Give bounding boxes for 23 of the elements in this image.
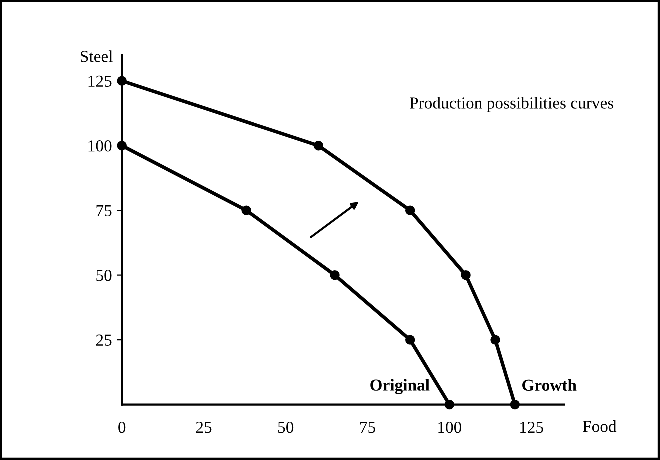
x-tick-label: 75 [360,422,376,434]
x-axis-title: Food [583,420,617,432]
point [242,206,252,216]
point [314,140,324,151]
y-tick-label: 125 [88,76,112,88]
y-tick-label: 100 [88,140,112,152]
point [405,335,416,345]
x-tick-label: 0 [118,422,126,434]
point [461,270,471,280]
series-label: Growth [522,379,577,392]
point [330,270,340,280]
x-tick-label: 100 [438,422,462,434]
point [405,206,416,216]
y-tick-label: 50 [96,270,112,282]
x-tick-label: 125 [520,422,544,434]
annotation: Production possibilities curves [410,97,614,112]
series-label: Original [370,379,430,394]
point [490,335,500,345]
y-tick-label: 75 [96,205,112,217]
y-tick-label: 25 [96,334,112,346]
y-axis-title: Steel [81,50,113,62]
x-tick-label: 50 [278,422,294,434]
x-tick-label: 25 [196,422,212,434]
